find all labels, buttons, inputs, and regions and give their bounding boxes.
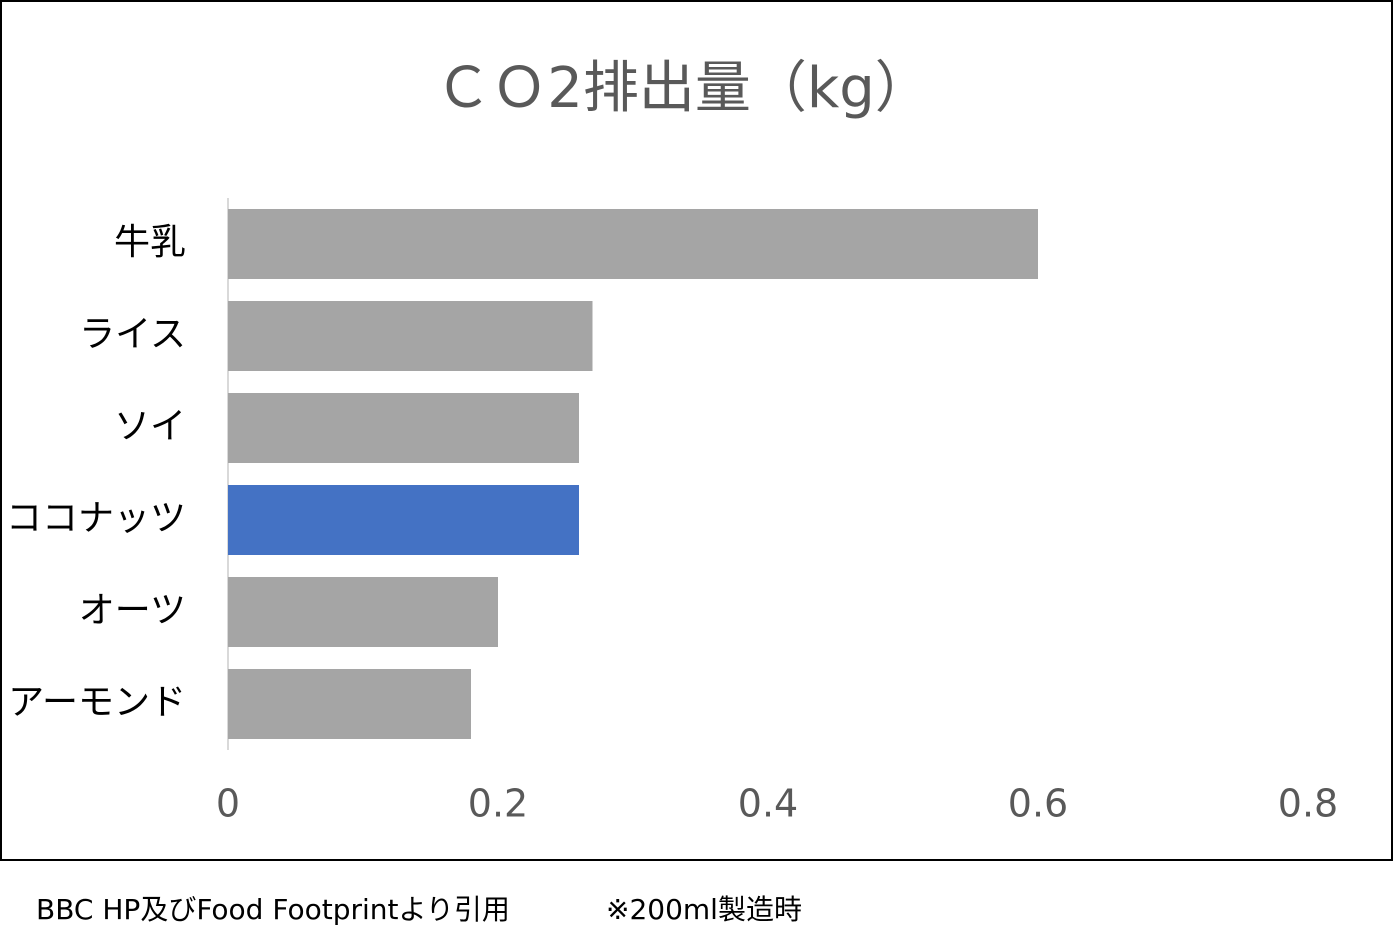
bar [228,485,579,555]
chart-frame [0,0,1393,861]
bar [228,577,498,647]
bar [228,669,471,739]
y-tick-label: オーツ [79,590,186,631]
source-note: BBC HP及びFood Footprintより引用 [36,893,510,926]
bar [228,209,1038,279]
y-tick-label: 牛乳 [114,222,186,263]
y-tick-label: ココナッツ [6,498,186,539]
x-tick-label: 0.8 [1278,782,1338,826]
y-tick-label: ライス [79,314,186,355]
chart-title: ＣＯ2排出量（kg） [435,56,931,121]
y-tick-label: ソイ [114,406,186,447]
bar [228,393,579,463]
footnote: ※200ml製造時 [606,893,802,926]
bar [228,301,593,371]
y-tick-label: アーモンド [8,682,186,723]
x-tick-label: 0.4 [738,782,798,826]
x-tick-label: 0.2 [468,782,528,826]
x-tick-label: 0.6 [1008,782,1068,826]
x-tick-label: 0 [216,782,240,826]
